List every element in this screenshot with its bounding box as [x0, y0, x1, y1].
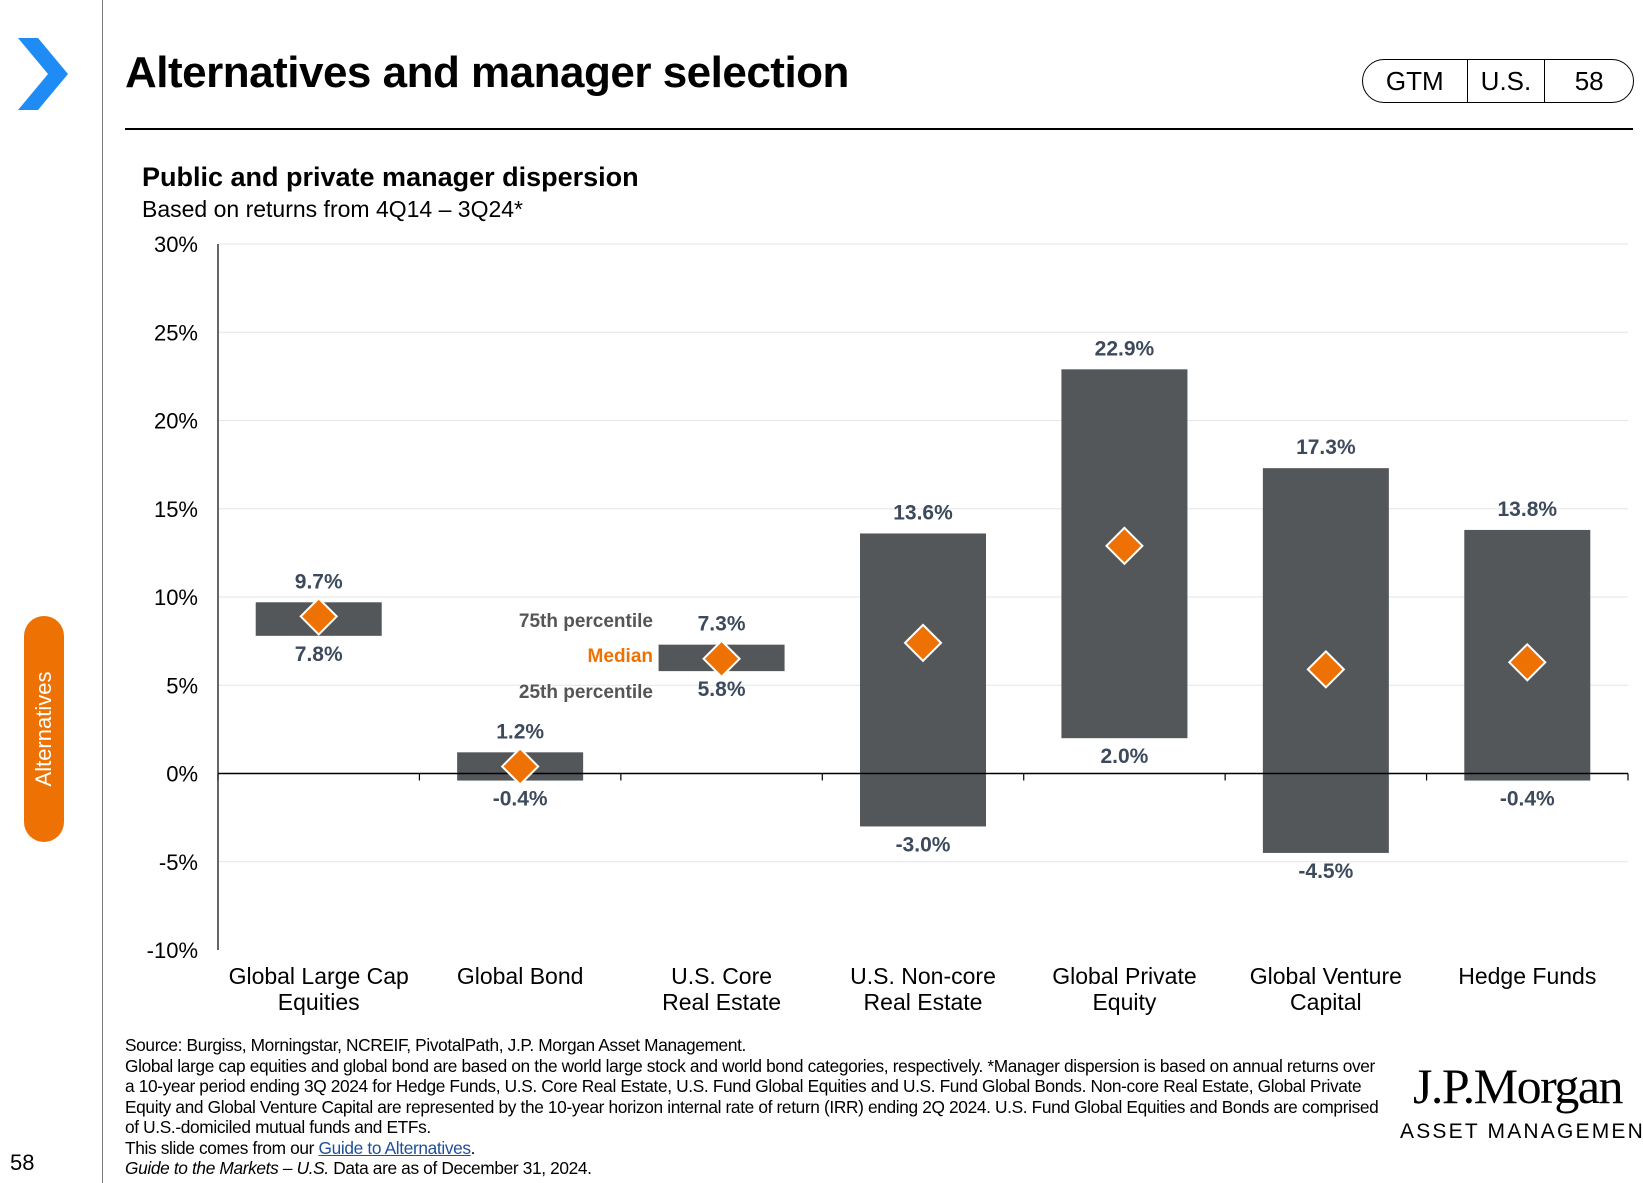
logo-tagline: ASSET MANAGEMENT [1400, 1120, 1643, 1143]
y-tick-label: -10% [147, 938, 198, 963]
footnotes: Source: Burgiss, Morningstar, NCREIF, Pi… [125, 1035, 1380, 1179]
bottom-value-label: -0.4% [1500, 788, 1555, 811]
top-value-label: 22.9% [1095, 337, 1155, 360]
y-tick-label: 10% [154, 585, 198, 610]
y-tick-label: 5% [166, 673, 198, 698]
asof-text: Data are as of December 31, 2024. [333, 1158, 592, 1178]
bottom-value-label: 7.8% [295, 643, 343, 666]
median-marker [903, 623, 943, 663]
region-badge-label: U.S. [1480, 65, 1532, 96]
chart-title: Public and private manager dispersion [142, 162, 639, 192]
jpmorgan-logo: J.P.Morgan ASSET MANAGEMENT [1400, 1058, 1643, 1144]
x-category-label: Global Bond [457, 963, 584, 989]
x-category-label: Global Large Cap [229, 963, 409, 989]
y-tick-label: 20% [154, 409, 198, 434]
top-value-label: 17.3% [1296, 436, 1356, 459]
x-category-label: U.S. Non-core [850, 963, 996, 989]
gtm-badge: GTM U.S. 58 [1362, 59, 1634, 103]
badge-divider [1466, 59, 1469, 103]
top-value-label: 13.8% [1498, 498, 1558, 521]
section-tab-alternatives[interactable]: Alternatives [24, 616, 64, 842]
top-value-label: 1.2% [496, 720, 544, 743]
x-category-label: Global Venture [1250, 963, 1402, 989]
dispersion-chart: 30% 25% 20% 15% 10% 5% 0% -5% -10% 9.7% 7.8% 1.2% -0… [147, 232, 1629, 1015]
page-badge-label: 58 [1574, 65, 1604, 96]
y-tick-label: 25% [154, 320, 198, 345]
chart-subtitle: Based on returns from 4Q14 – 3Q24* [142, 196, 523, 222]
logo-wordmark: J.P.Morgan [1412, 1058, 1624, 1114]
methodology-note: Global large cap equities and global bon… [125, 1055, 1379, 1138]
badge-divider [1543, 59, 1546, 103]
page-title: Alternatives and manager selection [125, 48, 849, 97]
median-marker [299, 597, 339, 636]
x-category-label: Equity [1092, 989, 1156, 1015]
bottom-value-label: -0.4% [493, 788, 548, 811]
x-category-label: Equities [278, 989, 360, 1015]
y-tick-label: 30% [154, 232, 198, 257]
legend-item: Median [588, 646, 653, 667]
legend-item: 75th percentile [519, 611, 653, 632]
median-marker [1507, 642, 1547, 682]
y-tick-label: -5% [159, 850, 198, 875]
link-period: . [470, 1137, 476, 1158]
top-value-label: 13.6% [893, 501, 953, 524]
x-category-label: Capital [1290, 989, 1362, 1015]
x-category-label: Real Estate [864, 989, 983, 1015]
bottom-value-label: 5.8% [698, 678, 746, 701]
header-rule [125, 128, 1633, 130]
y-tick-label: 0% [166, 762, 198, 787]
sidebar-divider [102, 0, 103, 1183]
x-category-label: U.S. Core [671, 963, 772, 989]
source-note: Source: Burgiss, Morningstar, NCREIF, Pi… [125, 1035, 746, 1055]
median-marker [500, 747, 540, 786]
bottom-value-label: 2.0% [1100, 745, 1148, 768]
asof-note: Guide to the Markets – U.S. Data are as … [125, 1158, 1380, 1179]
chevron-right-icon [18, 38, 68, 110]
page-number: 58 [10, 1150, 35, 1175]
median-marker [1105, 526, 1144, 566]
legend-item: 25th percentile [519, 682, 653, 703]
top-value-label: 7.3% [698, 613, 746, 636]
x-category-label: Real Estate [662, 989, 781, 1015]
guide-to-alternatives-link[interactable]: Guide to Alternatives [318, 1137, 471, 1158]
slide-origin-note: This slide comes from our Guide to Alter… [125, 1138, 1380, 1159]
bottom-value-label: -4.5% [1298, 860, 1353, 883]
bottom-value-label: -3.0% [896, 833, 951, 856]
median-marker [1306, 649, 1346, 689]
range-bar [860, 533, 986, 827]
x-category-label: Global Private [1052, 963, 1196, 989]
x-category-label: Hedge Funds [1458, 963, 1596, 989]
median-marker [702, 639, 741, 679]
top-value-label: 9.7% [295, 570, 343, 593]
y-tick-label: 15% [154, 497, 198, 522]
gtm-badge-label: GTM [1385, 65, 1444, 96]
slide-origin-text: This slide comes from our [125, 1137, 315, 1158]
gtm-title-italic: Guide to the Markets – U.S. [125, 1158, 329, 1178]
